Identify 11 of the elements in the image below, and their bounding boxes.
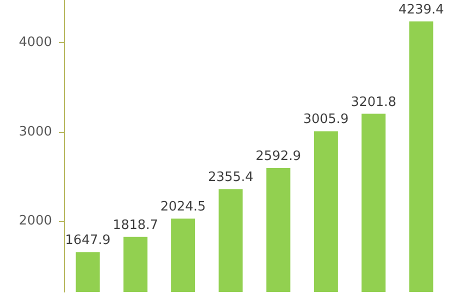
y-tick-label: 4000: [18, 35, 52, 50]
data-label: 3201.8: [350, 94, 396, 110]
data-label: 4239.4: [398, 2, 444, 18]
y-tick-label: 3000: [18, 124, 52, 140]
data-label: 2592.9: [256, 149, 302, 164]
data-label: 2355.4: [208, 170, 254, 186]
data-label: 2024.5: [160, 200, 206, 215]
data-label: 3005.9: [303, 112, 349, 128]
data-label: 1647.9: [65, 233, 111, 248]
data-label: 1818.7: [112, 218, 158, 233]
y-tick-label: 2000: [18, 213, 52, 228]
